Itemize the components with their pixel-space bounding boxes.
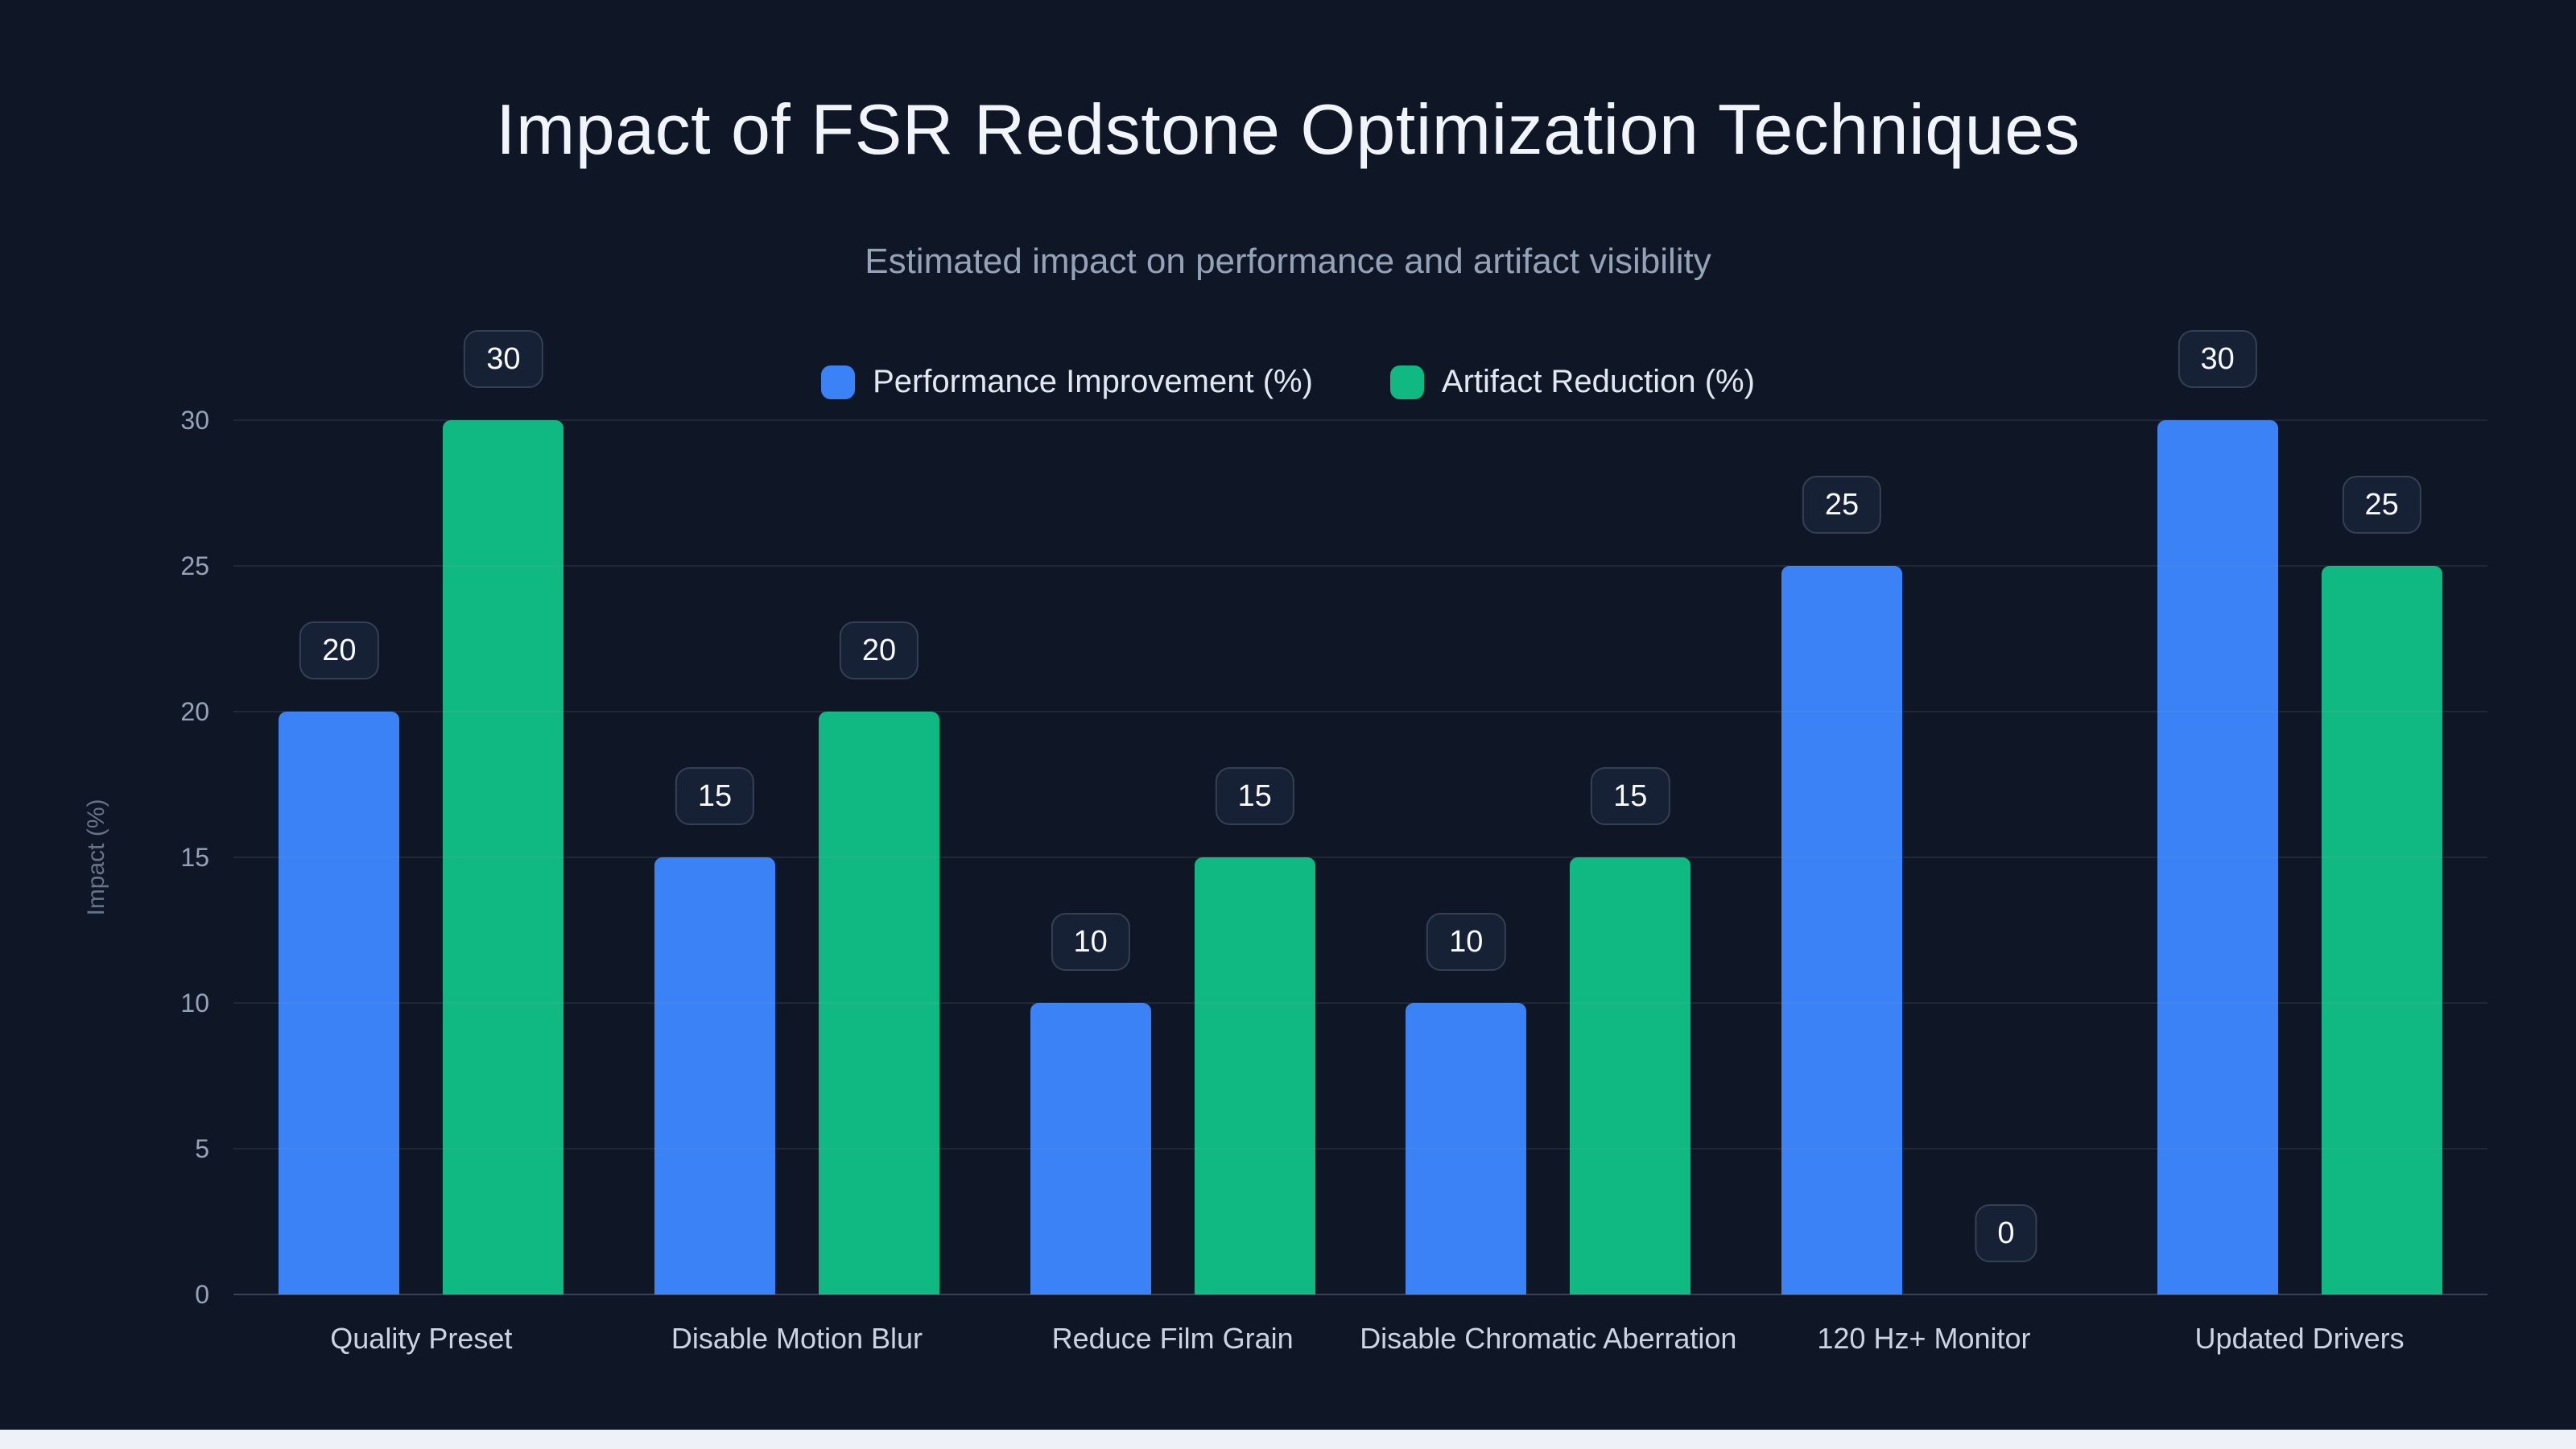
legend-swatch-icon: [821, 365, 856, 399]
legend-item[interactable]: Performance Improvement (%): [821, 364, 1313, 400]
y-tick-label: 25: [180, 551, 209, 580]
bar-group: 10 15 Disable Chromatic Aberration: [1360, 420, 1736, 1355]
category-label: Disable Chromatic Aberration: [1360, 1322, 1737, 1355]
bar-pair: 10 15: [1406, 420, 1691, 1294]
legend-label: Artifact Reduction (%): [1441, 364, 1755, 399]
bar-pair: 10 15: [1030, 420, 1315, 1294]
y-tick-label: 20: [180, 697, 209, 726]
value-badge: 30: [2178, 330, 2257, 388]
category-label: Disable Motion Blur: [671, 1322, 923, 1355]
y-axis-ticks: 0 5 10 15 20 25 30: [121, 406, 209, 1309]
bar: 20: [279, 621, 400, 1294]
bar-group: 10 15 Reduce Film Grain: [1030, 420, 1315, 1355]
bar-groups: 20 30 Quality Preset 15 20 Disable Motion Blu…: [233, 330, 2487, 1355]
y-tick-label: 5: [195, 1134, 209, 1163]
gridline: [233, 565, 2487, 567]
x-axis-line: [233, 1294, 2487, 1295]
value-badge: 0: [1975, 1204, 2037, 1262]
bar-group: 25 0 120 Hz+ Monitor: [1781, 420, 2066, 1355]
y-tick-label: 10: [180, 989, 209, 1018]
y-tick-label: 15: [180, 843, 209, 872]
gridline: [233, 1148, 2487, 1150]
bar-pair: 20 30: [279, 330, 564, 1294]
bar: 30: [443, 330, 564, 1294]
bar: 15: [654, 767, 775, 1294]
bar: 15: [1194, 767, 1315, 1294]
legend-item[interactable]: Artifact Reduction (%): [1389, 364, 1755, 400]
bottom-strip: [0, 1430, 2576, 1449]
gridline: [233, 419, 2487, 421]
category-label: Updated Drivers: [2194, 1322, 2405, 1355]
value-badge: 10: [1426, 913, 1506, 971]
bar: 15: [1570, 767, 1691, 1294]
category-label: Quality Preset: [330, 1322, 513, 1355]
y-axis-title: Impact (%): [83, 799, 109, 916]
gridline: [233, 711, 2487, 712]
value-badge: 15: [1591, 767, 1670, 825]
category-label: Reduce Film Grain: [1051, 1322, 1294, 1355]
bar: 10: [1030, 913, 1151, 1294]
value-badge: 30: [464, 330, 543, 388]
legend-label: Performance Improvement (%): [873, 364, 1313, 399]
value-badge: 25: [1802, 476, 1882, 534]
y-tick-label: 30: [180, 406, 209, 435]
chart-subtitle: Estimated impact on performance and arti…: [865, 242, 1711, 281]
legend-swatch-icon: [1389, 365, 1424, 399]
y-tick-label: 0: [195, 1280, 209, 1309]
bar: 10: [1406, 913, 1527, 1294]
value-badge: 15: [1215, 767, 1294, 825]
plot-area: 20 30 Quality Preset 15 20 Disable Motion Blu…: [233, 330, 2487, 1355]
bar-pair: 30 25: [2157, 330, 2442, 1294]
value-badge: 10: [1051, 913, 1130, 971]
bar-group: 30 25 Updated Drivers: [2157, 330, 2442, 1355]
bar: 20: [818, 621, 939, 1294]
gridline: [233, 1002, 2487, 1004]
chart-title: Impact of FSR Redstone Optimization Tech…: [495, 89, 2081, 169]
legend: Performance Improvement (%) Artifact Redu…: [0, 364, 2576, 400]
gridline: [233, 857, 2487, 858]
value-badge: 25: [2342, 476, 2421, 534]
value-badge: 15: [675, 767, 755, 825]
category-label: 120 Hz+ Monitor: [1817, 1322, 2031, 1355]
value-badge: 20: [299, 621, 379, 679]
bar-group: 15 20 Disable Motion Blur: [654, 420, 939, 1355]
bar-pair: 25 0: [1781, 420, 2066, 1294]
value-badge: 20: [839, 621, 919, 679]
bar: 30: [2157, 330, 2278, 1294]
bar: 25: [2321, 476, 2442, 1294]
bar: 25: [1781, 476, 1902, 1294]
bar-pair: 15 20: [654, 420, 939, 1294]
bar-group: 20 30 Quality Preset: [279, 330, 564, 1355]
